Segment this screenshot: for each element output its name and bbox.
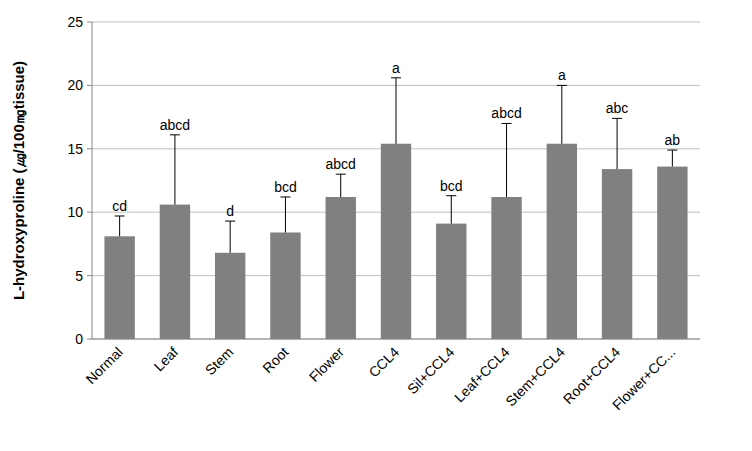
- error-stem: [119, 216, 120, 236]
- x-tick-label: Sil+CCL4: [404, 344, 458, 398]
- annotation: bcd: [440, 178, 463, 194]
- error-bar: [225, 221, 235, 253]
- bar: [160, 205, 190, 339]
- error-bar: [446, 196, 456, 224]
- error-cap: [280, 196, 290, 197]
- error-cap: [446, 195, 456, 196]
- annotation: ab: [665, 132, 681, 148]
- annotation: abcd: [326, 156, 356, 172]
- annotation: a: [558, 67, 566, 83]
- error-stem: [230, 221, 231, 253]
- grid-line: [92, 339, 700, 340]
- x-tick-label: Leaf: [150, 344, 181, 375]
- error-bar: [667, 150, 677, 166]
- error-stem: [340, 174, 341, 197]
- bar: [104, 236, 134, 339]
- y-tick-label: 15: [67, 141, 83, 157]
- error-stem: [506, 123, 507, 197]
- y-tick-label: 0: [75, 331, 83, 347]
- error-bar: [336, 174, 346, 197]
- annotation: cd: [112, 198, 127, 214]
- y-tick: [87, 148, 92, 149]
- chart: 0510152025cdabcddbcdabcdabcdabcdaabcabNo…: [0, 0, 752, 451]
- error-cap: [557, 85, 567, 86]
- y-tick: [87, 85, 92, 86]
- bar: [547, 144, 577, 339]
- bar: [657, 167, 687, 339]
- error-bar: [391, 78, 401, 144]
- error-stem: [451, 196, 452, 224]
- x-tick-label: CCL4: [365, 344, 402, 381]
- error-cap: [391, 77, 401, 78]
- bar: [491, 197, 521, 339]
- error-cap: [502, 123, 512, 124]
- error-bar: [170, 135, 180, 205]
- error-stem: [672, 150, 673, 166]
- bar: [602, 169, 632, 339]
- y-tick: [87, 275, 92, 276]
- annotation: abcd: [491, 105, 521, 121]
- error-bar: [280, 197, 290, 233]
- error-stem: [396, 78, 397, 144]
- annotation: a: [392, 60, 400, 76]
- x-tick-label: Flower: [306, 344, 347, 385]
- annotation: d: [226, 203, 234, 219]
- error-stem: [617, 118, 618, 169]
- error-cap: [115, 216, 125, 217]
- bar: [436, 224, 466, 339]
- grid-line: [92, 22, 700, 23]
- y-axis-title: L-hydroxyproline (㎍/100㎎tissue): [10, 61, 27, 300]
- error-bar: [612, 118, 622, 169]
- x-tick-label: Root: [259, 344, 291, 376]
- error-stem: [174, 135, 175, 205]
- bar: [270, 232, 300, 339]
- y-tick-label: 25: [67, 14, 83, 30]
- bar: [215, 253, 245, 339]
- bar: [381, 144, 411, 339]
- y-tick: [87, 212, 92, 213]
- error-stem: [285, 197, 286, 233]
- x-tick-label: Flower+CC...: [609, 344, 678, 413]
- x-axis: [92, 339, 700, 340]
- y-tick: [87, 22, 92, 23]
- x-tick-label: Normal: [83, 344, 126, 387]
- bar: [326, 197, 356, 339]
- bars: [104, 78, 687, 339]
- error-bar: [115, 216, 125, 236]
- error-stem: [561, 85, 562, 143]
- error-cap: [612, 118, 622, 119]
- y-tick-label: 20: [67, 77, 83, 93]
- error-cap: [667, 150, 677, 151]
- y-axis: [92, 22, 93, 339]
- error-cap: [225, 221, 235, 222]
- y-tick: [87, 339, 92, 340]
- annotation: abc: [606, 100, 629, 116]
- annotation: bcd: [274, 179, 297, 195]
- error-cap: [170, 134, 180, 135]
- y-tick-label: 5: [75, 268, 83, 284]
- x-tick-label: Stem+CCL4: [502, 344, 568, 410]
- y-tick-label: 10: [67, 204, 83, 220]
- annotation: abcd: [160, 117, 190, 133]
- error-bar: [557, 85, 567, 143]
- error-cap: [336, 174, 346, 175]
- error-bar: [502, 123, 512, 197]
- x-tick-label: Stem: [202, 344, 236, 378]
